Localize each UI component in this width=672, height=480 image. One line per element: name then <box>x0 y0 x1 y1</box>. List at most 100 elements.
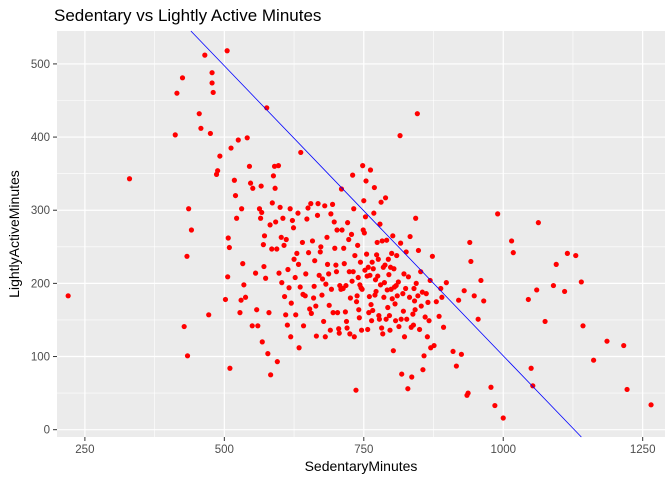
data-point <box>184 253 190 259</box>
data-point <box>274 359 280 365</box>
data-point <box>260 242 266 248</box>
data-point <box>405 386 411 392</box>
data-point <box>281 293 288 300</box>
data-point <box>361 198 367 204</box>
data-point <box>280 215 286 221</box>
data-point <box>509 238 515 244</box>
data-point <box>423 291 429 297</box>
data-point <box>359 286 365 292</box>
data-point <box>259 209 265 216</box>
data-point <box>385 304 391 311</box>
data-point <box>453 363 459 369</box>
data-point <box>401 334 408 340</box>
data-point <box>398 316 404 322</box>
data-point <box>312 258 318 264</box>
data-point <box>406 294 413 300</box>
data-point <box>418 269 424 275</box>
data-point <box>374 252 380 258</box>
data-point <box>247 180 254 186</box>
data-point <box>343 282 349 289</box>
data-point <box>363 178 369 184</box>
data-point <box>241 282 247 288</box>
data-point <box>365 326 371 333</box>
data-point <box>578 279 584 285</box>
data-point <box>276 270 282 276</box>
data-point <box>468 258 474 265</box>
data-point <box>384 237 390 243</box>
data-point <box>232 192 239 199</box>
data-point <box>246 163 253 169</box>
data-point <box>305 250 312 256</box>
data-point <box>357 259 364 265</box>
data-point <box>296 345 302 351</box>
data-point <box>368 318 375 324</box>
data-point <box>389 296 395 302</box>
data-point <box>390 348 396 354</box>
data-point <box>338 186 345 192</box>
data-point <box>534 287 540 293</box>
data-point <box>392 301 398 307</box>
data-point <box>264 105 270 111</box>
data-point <box>413 280 419 286</box>
data-point <box>346 236 352 243</box>
data-point <box>360 163 366 169</box>
data-point <box>344 325 350 331</box>
data-point <box>352 252 358 259</box>
data-point <box>188 227 195 233</box>
data-point <box>429 253 435 259</box>
data-point <box>371 210 377 216</box>
data-point <box>283 236 289 243</box>
data-point <box>403 285 409 292</box>
data-point <box>268 372 274 378</box>
data-point <box>321 318 327 325</box>
data-point <box>126 176 133 182</box>
data-point <box>295 261 302 267</box>
data-point <box>377 282 384 288</box>
data-point <box>237 310 243 316</box>
y-tick-label: 300 <box>31 205 50 217</box>
data-point <box>525 296 531 303</box>
data-point <box>458 351 465 357</box>
data-point <box>336 330 342 336</box>
data-point <box>331 219 337 225</box>
data-point <box>172 132 178 138</box>
data-point <box>418 303 424 309</box>
data-point <box>333 262 339 268</box>
x-tick-label: 500 <box>215 444 234 456</box>
data-point <box>411 298 418 304</box>
data-point <box>258 183 264 189</box>
data-point <box>259 339 265 345</box>
data-point <box>328 211 334 217</box>
data-point <box>257 215 264 221</box>
data-point <box>225 235 231 241</box>
data-point <box>550 282 557 289</box>
data-point <box>433 299 439 305</box>
x-tick-label: 1000 <box>490 444 516 456</box>
data-point <box>198 125 204 131</box>
data-point <box>356 307 362 313</box>
data-point <box>261 233 268 239</box>
data-point <box>317 249 323 255</box>
data-point <box>308 201 314 207</box>
data-point <box>398 240 404 246</box>
data-point <box>419 289 425 295</box>
data-point <box>376 316 383 322</box>
data-point <box>267 222 273 228</box>
data-point <box>334 227 340 233</box>
data-point <box>277 204 283 210</box>
data-point <box>326 302 332 308</box>
data-point <box>261 263 267 270</box>
data-point <box>210 89 216 96</box>
data-point <box>224 48 230 54</box>
data-point <box>209 70 215 76</box>
data-point <box>367 272 373 278</box>
data-point <box>269 200 275 206</box>
data-point <box>310 295 317 301</box>
data-point <box>184 353 191 359</box>
data-point <box>244 135 250 141</box>
data-point <box>492 402 498 409</box>
data-point <box>439 294 445 300</box>
data-point <box>350 269 356 275</box>
data-point <box>327 327 333 333</box>
data-point <box>510 250 516 256</box>
